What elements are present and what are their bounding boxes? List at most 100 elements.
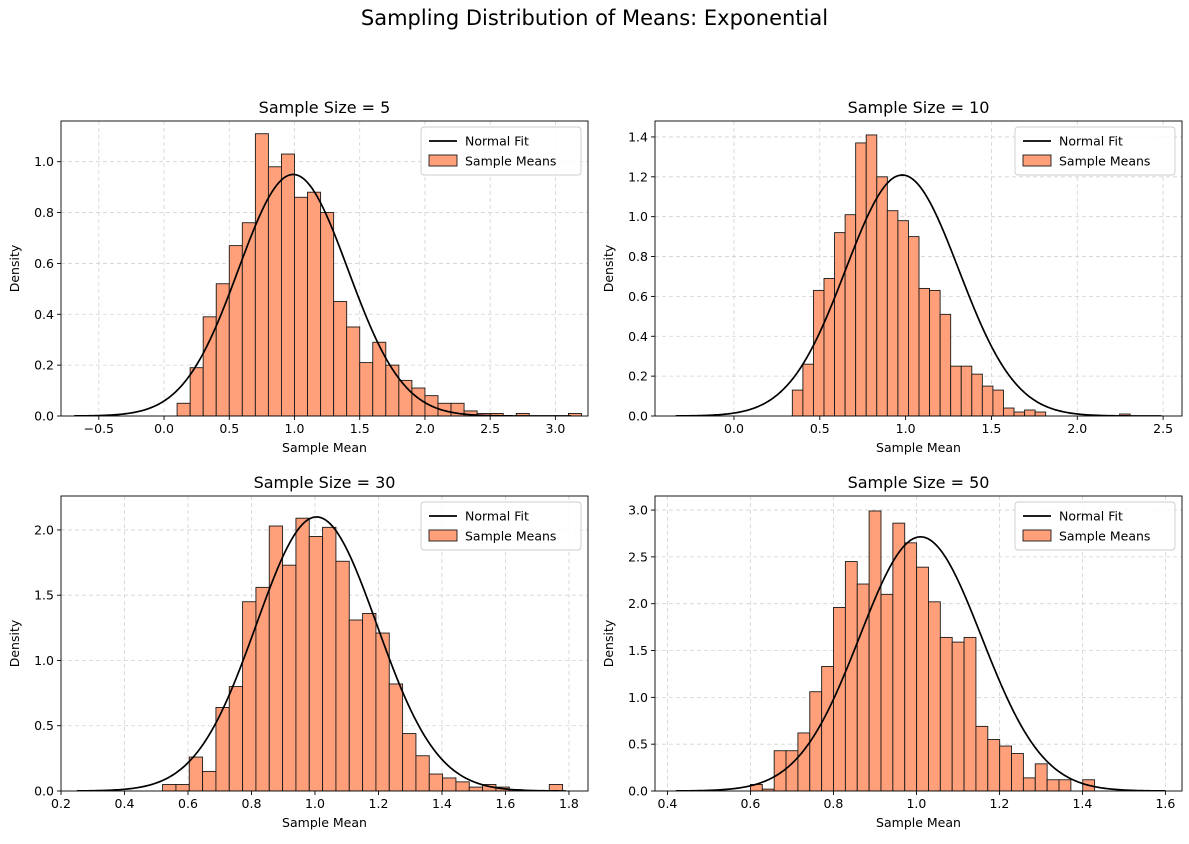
y-tick-label: 0.4: [34, 307, 54, 322]
histogram-bar: [833, 606, 846, 791]
y-tick-label: 0.5: [628, 737, 648, 752]
histogram-bar: [823, 278, 836, 416]
legend-box: [1014, 126, 1176, 176]
histogram-bar: [904, 542, 918, 791]
x-tick-label: 0.8: [823, 796, 843, 811]
y-axis-label: Density: [7, 619, 22, 667]
histogram-bar: [215, 283, 230, 416]
histogram-bar: [876, 176, 888, 416]
y-tick-label: 0.2: [628, 369, 648, 384]
histogram-bar: [785, 750, 799, 791]
x-tick-label: 2.0: [415, 421, 435, 436]
histogram-bar: [428, 773, 444, 791]
y-tick-label: 1.0: [628, 209, 648, 224]
histogram-bar: [1046, 779, 1060, 791]
x-axis-label: Sample Mean: [282, 815, 367, 830]
legend-box: [1014, 501, 1176, 551]
y-tick-label: 0.6: [34, 256, 54, 271]
axes-frame: [60, 120, 589, 417]
histogram-bar: [1034, 411, 1047, 416]
y-tick-label: 0.2: [34, 358, 54, 373]
histogram-bar: [268, 525, 284, 791]
x-tick-label: 1.0: [906, 796, 926, 811]
normal-fit-curve: [76, 516, 566, 791]
legend-box: [420, 501, 582, 551]
histogram-bar: [1022, 777, 1036, 791]
x-tick-label: 1.4: [432, 796, 452, 811]
x-tick-label: 1.0: [896, 421, 916, 436]
histogram-bar: [812, 289, 825, 416]
histogram-bar: [335, 560, 350, 791]
y-axis-label: Density: [601, 244, 616, 292]
histogram-bar: [455, 781, 470, 791]
x-axis-label: Sample Mean: [282, 440, 367, 455]
histogram-bar: [975, 725, 989, 791]
histogram-bar: [908, 236, 920, 416]
subplot-4: 0.4 0.6 0.8 1.0 1.2 1.4 1.6 0.0 0.5 1.0 1.5 2.0 2.5 3…: [601, 473, 1183, 830]
histogram-bar: [442, 777, 457, 791]
histogram-bar: [868, 510, 882, 791]
y-tick-label: 3.0: [628, 503, 648, 518]
histogram-bar: [809, 691, 823, 791]
legend-box: [420, 126, 582, 176]
legend-label: Sample Means: [465, 529, 556, 544]
legend-bar-swatch: [428, 529, 458, 542]
x-tick-label: 1.0: [285, 421, 305, 436]
x-tick-label: 2.5: [480, 421, 500, 436]
histogram-bar: [281, 153, 295, 416]
histogram-bars: [162, 517, 564, 791]
histogram-bar: [348, 619, 364, 791]
histogram-bar: [1013, 411, 1026, 416]
histogram-bar: [254, 133, 269, 416]
histogram-bar: [886, 210, 899, 416]
histogram-bar: [916, 566, 929, 791]
x-tick-label: 1.2: [369, 796, 389, 811]
x-tick-label: 0.0: [724, 421, 744, 436]
x-tick-label: 0.4: [658, 796, 678, 811]
x-tick-label: −0.5: [84, 421, 114, 436]
x-tick-label: 1.2: [989, 796, 1009, 811]
subplot-title: Sample Size = 5: [259, 98, 391, 117]
y-tick-label: 0.5: [34, 718, 54, 733]
histogram-bar: [515, 413, 530, 416]
x-tick-label: 1.4: [1072, 796, 1092, 811]
x-tick-label: 0.5: [810, 421, 830, 436]
x-tick-label: 0.4: [115, 796, 135, 811]
x-tick-label: 1.6: [1155, 796, 1175, 811]
axes-frame: [654, 120, 1183, 417]
x-tick-label: 1.5: [982, 421, 1002, 436]
legend: Normal Fit Sample Means: [420, 501, 582, 551]
histogram-bar: [468, 786, 484, 791]
histogram-bar: [307, 191, 322, 416]
subplot-3: 0.2 0.4 0.6 0.8 1.0 1.2 1.4 1.6 1.8 0.0 0.5 1.0 1.5 2…: [7, 473, 589, 830]
histogram-bar: [918, 287, 931, 416]
x-tick-label: 0.0: [154, 421, 174, 436]
histogram-bar: [834, 232, 846, 416]
histogram-bar: [844, 214, 857, 416]
histogram-bar: [999, 745, 1012, 791]
histogram-bar: [892, 522, 906, 791]
histogram-bar: [1058, 779, 1072, 791]
axes-frame: [60, 495, 589, 792]
y-tick-label: 1.0: [628, 690, 648, 705]
legend-label: Sample Means: [465, 154, 556, 169]
y-tick-label: 0.8: [34, 205, 54, 220]
normal-fit-curve: [675, 174, 1162, 416]
y-axis-label: Density: [601, 619, 616, 667]
x-tick-label: 1.0: [305, 796, 325, 811]
histogram-bar: [346, 326, 361, 416]
histogram-bar: [929, 289, 941, 416]
histogram-bar: [228, 245, 243, 416]
y-tick-label: 1.5: [628, 643, 648, 658]
histogram-bar: [1024, 409, 1036, 416]
histogram-bars: [791, 134, 1131, 416]
legend-label: Normal Fit: [1059, 134, 1123, 149]
histogram-bar: [175, 784, 190, 791]
legend-bar-swatch: [428, 154, 458, 167]
histogram-bars: [176, 133, 582, 416]
y-tick-label: 1.5: [34, 588, 54, 603]
histogram-bar: [228, 686, 244, 791]
histogram-bar: [402, 733, 417, 791]
histogram-bar: [939, 636, 953, 791]
normal-fit-curve: [675, 535, 1166, 791]
